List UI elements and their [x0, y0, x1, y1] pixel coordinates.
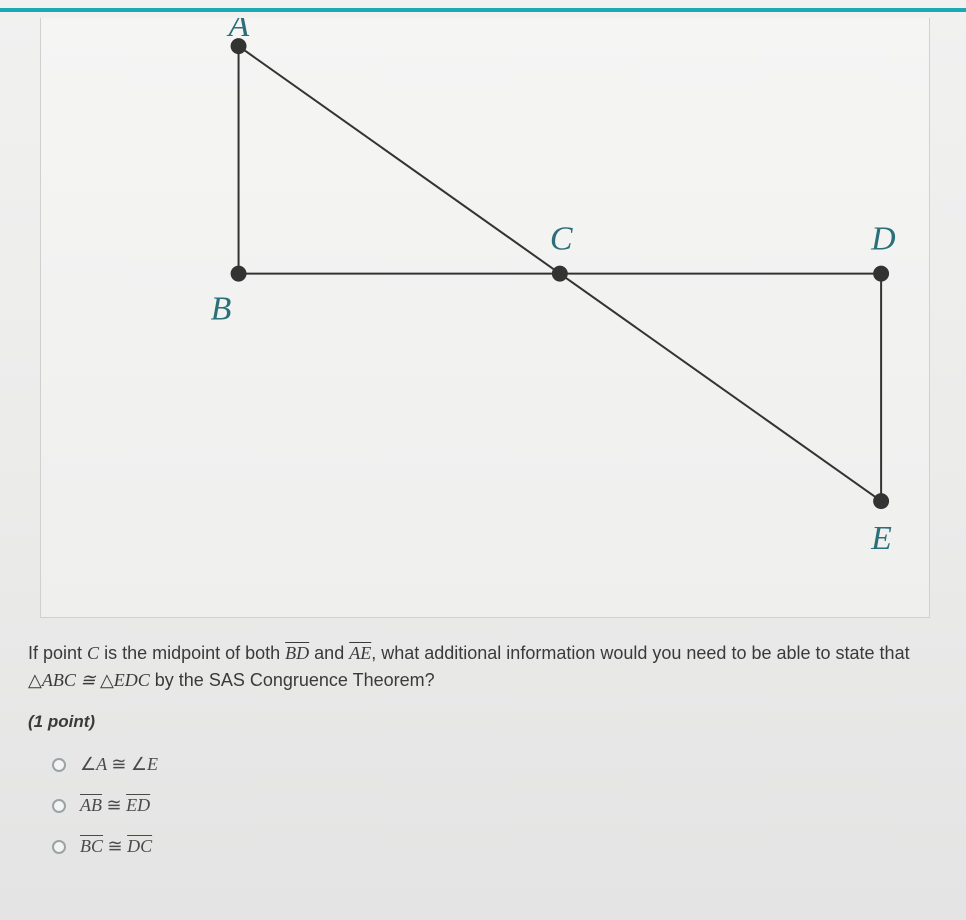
- question-area: If point C is the midpoint of both BD an…: [28, 640, 938, 877]
- question-text: If point C is the midpoint of both BD an…: [28, 640, 938, 694]
- diagram-svg: A B C D E: [41, 18, 929, 617]
- radio-icon: [52, 758, 66, 772]
- option-ab-ed[interactable]: AB ED: [52, 795, 938, 816]
- radio-icon: [52, 840, 66, 854]
- option-label: AB ED: [80, 795, 150, 816]
- option-label: A E: [80, 754, 158, 775]
- option-angle-a-e[interactable]: A E: [52, 754, 938, 775]
- accent-bar: [0, 8, 966, 12]
- option-bc-dc[interactable]: BC DC: [52, 836, 938, 857]
- svg-text:D: D: [870, 221, 896, 258]
- svg-text:C: C: [550, 221, 573, 258]
- points-label: (1 point): [28, 712, 938, 732]
- options-list: A E AB ED BC DC: [28, 754, 938, 857]
- geometry-diagram: A B C D E: [40, 18, 930, 618]
- svg-text:A: A: [227, 18, 250, 44]
- svg-text:B: B: [211, 290, 232, 327]
- svg-text:E: E: [870, 520, 892, 557]
- radio-icon: [52, 799, 66, 813]
- page-root: A B C D E If point C is the midpoint of both…: [0, 0, 966, 920]
- option-label: BC DC: [80, 836, 152, 857]
